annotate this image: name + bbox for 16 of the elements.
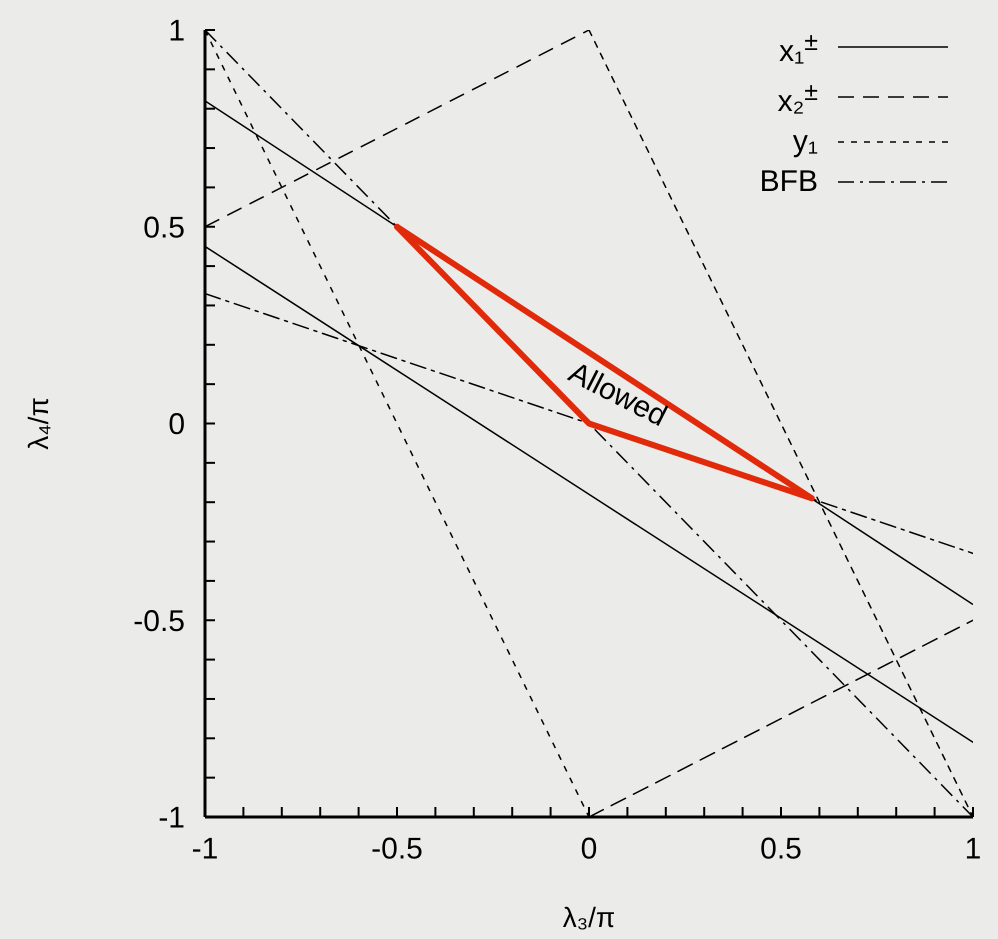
- x-tick-label: -1: [192, 832, 218, 866]
- y-tick-label: 0: [168, 408, 185, 442]
- legend-label: x₁$^{±}$: [779, 27, 818, 70]
- y-axis-title: λ₄/π: [23, 397, 54, 450]
- x-tick-label: 0.5: [760, 832, 802, 866]
- x-axis-title: λ₃/π: [562, 902, 616, 933]
- legend-label: BFB: [760, 164, 818, 200]
- legend-label: y₁: [792, 124, 818, 160]
- y-tick-label: 1: [168, 14, 185, 48]
- x-tick-label: 1: [964, 832, 982, 866]
- legend-label: x₂$^{±}$: [778, 77, 818, 120]
- y-tick-label: 0.5: [143, 211, 185, 244]
- y-tick-label: -0.5: [133, 604, 185, 638]
- x-tick-label: 0: [580, 832, 598, 866]
- x-tick-label: -0.5: [371, 832, 423, 866]
- y-tick-label: -1: [158, 802, 185, 835]
